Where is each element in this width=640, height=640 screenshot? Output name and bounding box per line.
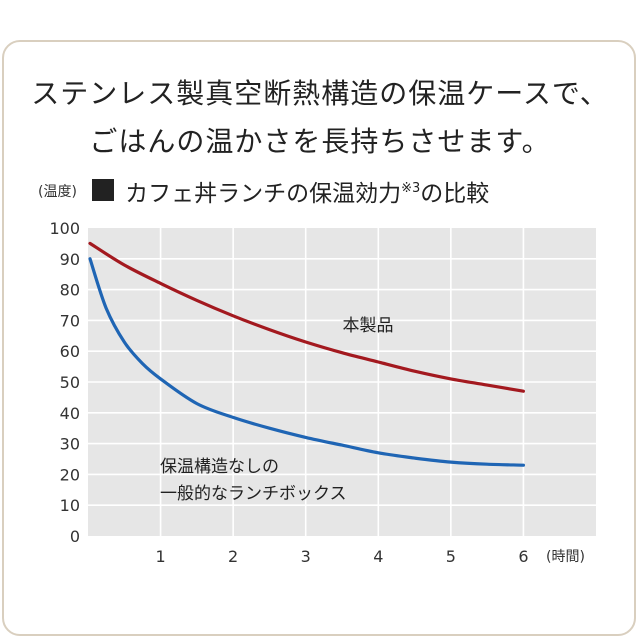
- x-tick-label: 1: [155, 547, 165, 566]
- chart-title: カフェ丼ランチの保温効力※3の比較: [125, 181, 489, 207]
- chart-title-main: カフェ丼ランチの保温効力: [125, 181, 402, 207]
- headline-line-2: ごはんの温かさを長持ちさせます。: [89, 125, 551, 158]
- y-tick-label: 60: [60, 342, 80, 361]
- series-label-standard-box-line: 保温構造なしの: [160, 457, 279, 477]
- x-tick-label: 2: [228, 547, 238, 566]
- y-tick-label: 0: [70, 527, 80, 546]
- series-line-product: [88, 241, 525, 393]
- chart-title-row: (温度) カフェ丼ランチの保温効力※3の比較: [38, 174, 489, 214]
- y-tick-label: 90: [60, 250, 80, 269]
- y-axis-unit-label: (温度): [38, 184, 77, 200]
- y-tick-label: 20: [60, 465, 80, 484]
- series-label-product: 本製品: [343, 316, 394, 336]
- black-square-icon: [92, 179, 115, 201]
- y-tick-label: 80: [60, 281, 80, 300]
- y-tick-label: 50: [60, 373, 80, 392]
- y-tick-label: 10: [60, 496, 80, 515]
- chart-title-suffix: の比較: [420, 181, 490, 207]
- headline-line-1: ステンレス製真空断熱構造の保温ケースで、: [31, 77, 609, 110]
- series-line-standard-box: [88, 257, 525, 467]
- headline: ステンレス製真空断熱構造の保温ケースで、 ごはんの温かさを長持ちさせます。: [0, 70, 640, 166]
- x-tick-label: 3: [301, 547, 311, 566]
- y-tick-label: 70: [60, 311, 80, 330]
- y-tick-label: 40: [60, 404, 80, 423]
- x-tick-label: 5: [446, 547, 456, 566]
- x-tick-label: 6: [518, 547, 528, 566]
- chart-title-footnote-mark: ※3: [401, 181, 421, 196]
- series-label-standard-box-line: 一般的なランチボックス: [160, 484, 347, 504]
- y-tick-label: 100: [49, 219, 80, 238]
- x-axis-unit-label: (時間): [546, 549, 585, 565]
- x-tick-label: 4: [373, 547, 383, 566]
- y-tick-label: 30: [60, 435, 80, 454]
